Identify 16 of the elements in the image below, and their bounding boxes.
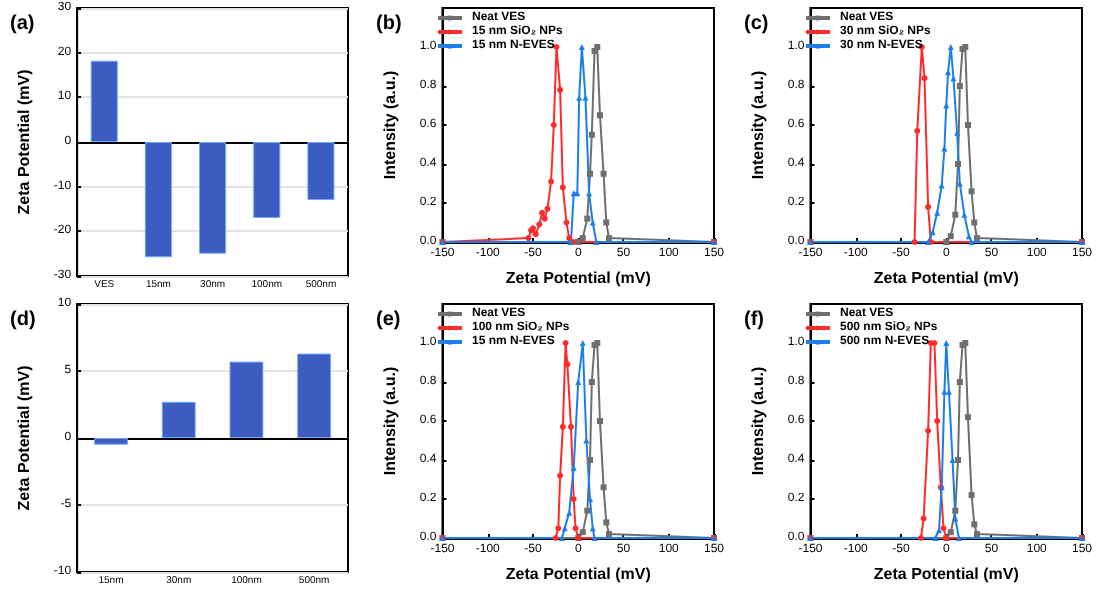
x-axis-title: Zeta Potential (mV) <box>873 269 1019 287</box>
x-axis-title: Zeta Potential (mV) <box>873 565 1019 583</box>
x-axis-title: Zeta Potential (mV) <box>506 269 653 287</box>
chart-title: (e) <box>376 309 402 331</box>
y-axis-title: Intensity (a.u.) <box>748 70 767 180</box>
chart-title: (c) <box>743 13 768 35</box>
y-axis-title: Zeta Potential (mV) <box>15 364 33 511</box>
x-axis-title: Zeta Potential (mV) <box>506 565 653 583</box>
chart-title: (b) <box>376 13 403 35</box>
y-axis-title: Zeta Potential (mV) <box>15 68 33 215</box>
chart-title: (f) <box>743 309 764 331</box>
y-axis-title: Intensity (a.u.) <box>381 70 400 180</box>
y-axis-title: Intensity (a.u.) <box>748 366 767 476</box>
chart-title: (d) <box>10 309 36 331</box>
y-axis-title: Intensity (a.u.) <box>381 366 400 476</box>
chart-title: (a) <box>10 13 35 35</box>
